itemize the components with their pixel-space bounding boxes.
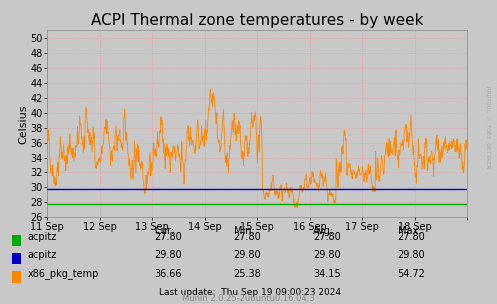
- Text: acpitz: acpitz: [27, 232, 57, 242]
- Title: ACPI Thermal zone temperatures - by week: ACPI Thermal zone temperatures - by week: [91, 13, 423, 28]
- Text: RRDTOOL / TOBI OETIKER: RRDTOOL / TOBI OETIKER: [486, 86, 491, 169]
- Text: 27.80: 27.80: [313, 232, 341, 242]
- Text: Max:: Max:: [398, 226, 421, 237]
- Text: 27.80: 27.80: [154, 232, 182, 242]
- Text: Avg:: Avg:: [313, 226, 334, 237]
- Text: x86_pkg_temp: x86_pkg_temp: [27, 268, 99, 279]
- Text: 34.15: 34.15: [313, 269, 341, 278]
- Text: 25.38: 25.38: [234, 269, 261, 278]
- Text: Min:: Min:: [234, 226, 254, 237]
- Text: 27.80: 27.80: [234, 232, 261, 242]
- Text: 54.72: 54.72: [398, 269, 425, 278]
- Text: Cur:: Cur:: [154, 226, 174, 237]
- Text: 29.80: 29.80: [154, 250, 182, 260]
- Text: Last update:  Thu Sep 19 09:00:23 2024: Last update: Thu Sep 19 09:00:23 2024: [159, 288, 341, 297]
- Text: 29.80: 29.80: [398, 250, 425, 260]
- Text: 29.80: 29.80: [313, 250, 341, 260]
- Text: 27.80: 27.80: [398, 232, 425, 242]
- Y-axis label: Celsius: Celsius: [18, 104, 28, 143]
- Text: acpitz: acpitz: [27, 250, 57, 260]
- Text: 36.66: 36.66: [154, 269, 181, 278]
- Text: 29.80: 29.80: [234, 250, 261, 260]
- Text: Munin 2.0.25-2ubuntu0.16.04.3: Munin 2.0.25-2ubuntu0.16.04.3: [182, 294, 315, 303]
